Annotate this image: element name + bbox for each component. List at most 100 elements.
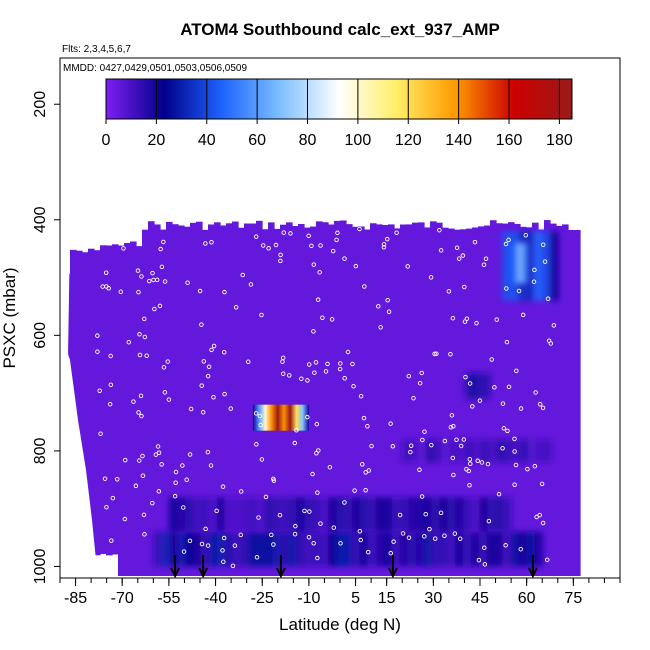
sample-point [461, 437, 467, 442]
field-cell [94, 250, 101, 556]
sample-point [506, 237, 511, 243]
sample-point [329, 317, 335, 322]
x-tick-label: -70 [111, 590, 134, 607]
sample-point [206, 364, 212, 370]
sample-point [259, 312, 264, 318]
sample-point [165, 359, 171, 364]
field-cell [484, 225, 491, 576]
sample-point [489, 357, 494, 362]
sample-point [136, 410, 141, 415]
sample-point [330, 248, 336, 254]
sample-point [353, 263, 359, 269]
sample-point [122, 516, 128, 522]
x-axis-label: Latitude (deg N) [279, 615, 401, 634]
sample-point [162, 279, 168, 284]
sample-point [388, 421, 393, 426]
sample-point [442, 533, 447, 538]
sample-point [485, 461, 491, 467]
y-axis-label: PSXC (mbar) [0, 267, 19, 368]
field-cell [130, 241, 137, 577]
field-cell [472, 227, 479, 576]
field-cell [400, 224, 407, 576]
sample-point [107, 401, 113, 407]
x-tick-label: 15 [378, 590, 396, 607]
profile-arrow [527, 555, 538, 578]
field-cell [316, 221, 323, 576]
sample-point [109, 538, 114, 543]
sample-point [157, 303, 163, 309]
sample-point [104, 504, 109, 510]
sample-point [260, 243, 266, 248]
field-cell [304, 227, 311, 576]
field-cell [382, 224, 389, 577]
sample-point [142, 532, 147, 537]
sample-point [477, 398, 483, 403]
sample-point [537, 512, 542, 518]
field-cell [196, 221, 203, 577]
sample-point [261, 131, 266, 136]
sample-point [327, 464, 333, 470]
field-cell [88, 248, 95, 553]
sample-point [137, 352, 143, 358]
field-edge [60, 330, 96, 578]
sample-point [219, 135, 224, 140]
field-cell [418, 222, 425, 576]
sample-point [221, 535, 227, 541]
sample-point [390, 444, 396, 449]
sample-point [205, 543, 211, 548]
sample-point [423, 511, 428, 517]
field-cell [436, 222, 443, 576]
colorbar-tick-label: 20 [147, 132, 165, 149]
sample-point [211, 343, 217, 349]
sample-point [545, 296, 551, 301]
sample-point [481, 262, 487, 267]
sample-point [205, 449, 211, 455]
sample-point [451, 423, 456, 429]
sample-point [156, 489, 162, 494]
field-cell [562, 224, 569, 576]
sample-point [209, 347, 214, 353]
sample-point [533, 390, 538, 395]
sample-point [450, 455, 456, 461]
sample-point [281, 230, 287, 235]
sample-point [454, 437, 459, 443]
sample-point [108, 353, 113, 359]
sample-point [539, 481, 545, 487]
sample-points [80, 128, 568, 569]
sample-point [306, 362, 312, 367]
field-cell [454, 229, 461, 576]
sample-point [335, 230, 340, 236]
sample-point [142, 316, 147, 322]
sample-point [385, 297, 390, 303]
profile-arrow [198, 555, 209, 578]
sample-point [467, 381, 473, 386]
sample-point [360, 462, 365, 467]
sample-point [342, 375, 347, 381]
sample-point [199, 383, 204, 388]
sample-point [337, 366, 343, 372]
field-cell [490, 220, 497, 576]
sample-point [475, 458, 480, 464]
sample-point [449, 413, 455, 418]
sample-point [310, 471, 315, 477]
field-cell [394, 228, 401, 576]
sample-point [222, 391, 227, 397]
sample-point [400, 531, 406, 536]
x-tick-label: -10 [297, 590, 320, 607]
sample-point [293, 523, 298, 529]
sample-point [80, 135, 85, 140]
sample-point [563, 139, 568, 144]
sample-point [256, 515, 261, 520]
field-cell [250, 223, 257, 577]
sample-point [359, 135, 364, 140]
sample-point [121, 246, 126, 251]
sample-point [220, 548, 225, 553]
sample-point [460, 253, 466, 258]
sample-point [152, 306, 157, 312]
sample-point [203, 526, 208, 532]
sample-point [422, 534, 427, 539]
sample-point [331, 525, 337, 530]
sample-point [306, 534, 312, 540]
sample-point [201, 359, 207, 364]
field-cells [60, 220, 581, 578]
